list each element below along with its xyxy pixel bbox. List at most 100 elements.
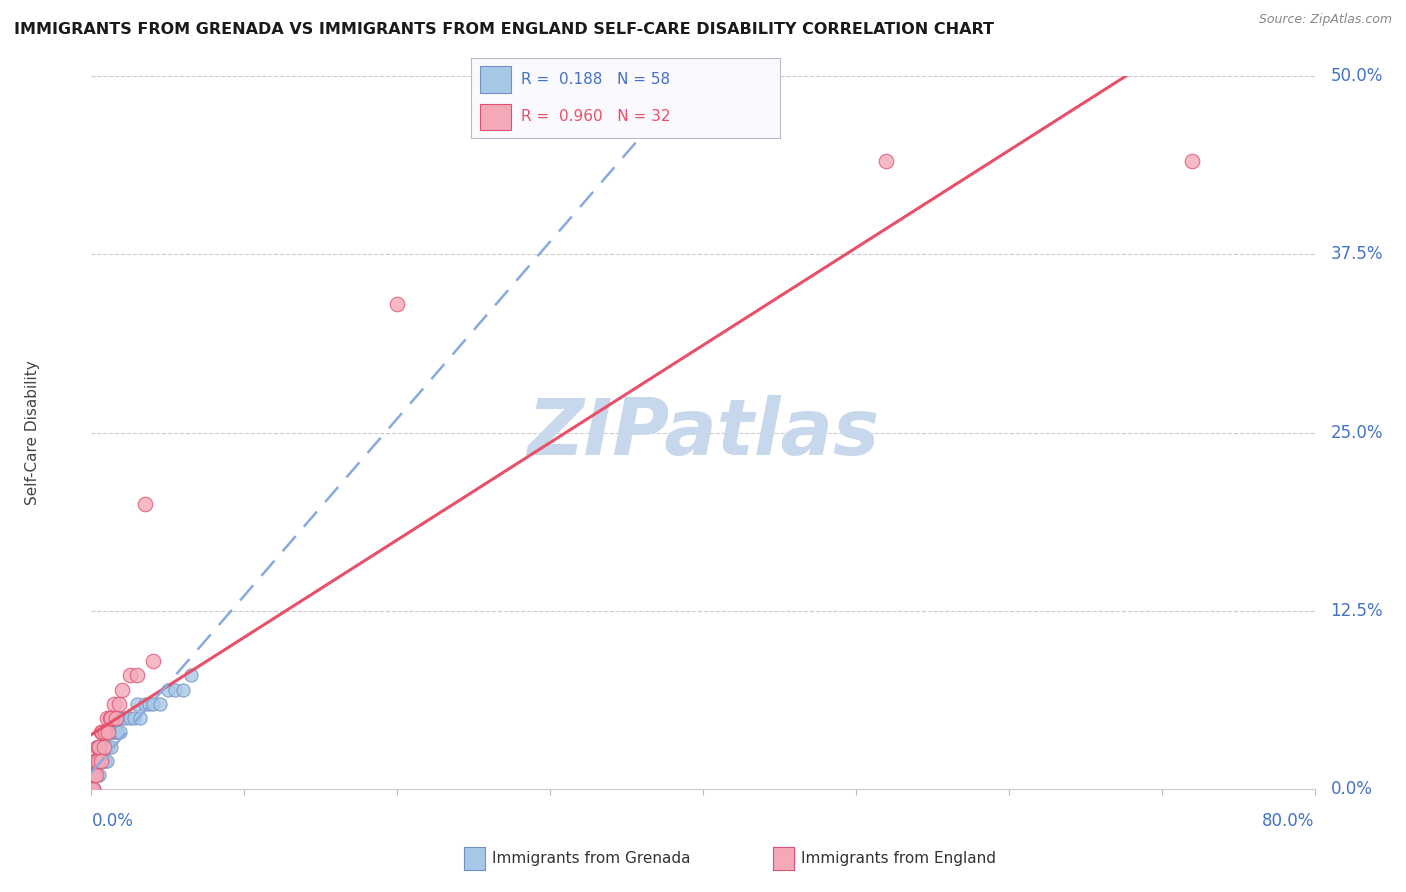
Point (84, 754, 107, 768)
Point (96, 754, 118, 768)
Point (134, 697, 156, 711)
Point (80, 782, 103, 797)
Point (96, 725, 118, 739)
Point (84, 754, 107, 768)
Point (93, 739, 115, 754)
Text: Source: ZipAtlas.com: Source: ZipAtlas.com (1258, 13, 1392, 27)
Text: 12.5%: 12.5% (1330, 602, 1384, 620)
Point (110, 725, 132, 739)
Point (101, 725, 124, 739)
Point (96, 711, 118, 725)
Point (80, 782, 103, 797)
Text: 50.0%: 50.0% (1330, 67, 1384, 85)
Point (80, 782, 103, 797)
Point (100, 711, 122, 725)
Point (91, 754, 114, 768)
Text: 37.5%: 37.5% (1330, 245, 1384, 263)
Point (118, 711, 141, 725)
Point (98, 725, 121, 739)
Point (97, 739, 120, 754)
Point (87, 768, 110, 782)
Text: Self-Care Disability: Self-Care Disability (25, 360, 41, 505)
Point (180, 668, 202, 682)
Point (105, 725, 128, 739)
Point (134, 497, 156, 511)
Text: 25.0%: 25.0% (1330, 424, 1384, 442)
Point (87, 754, 110, 768)
Point (82, 782, 104, 797)
Point (84, 768, 107, 782)
Point (129, 711, 152, 725)
Point (108, 697, 131, 711)
Point (80, 782, 103, 797)
Point (149, 697, 172, 711)
Point (87, 739, 110, 754)
Point (80, 782, 103, 797)
Point (80, 782, 103, 797)
Point (82, 782, 104, 797)
Point (114, 711, 136, 725)
Point (141, 697, 163, 711)
Text: R =  0.188   N = 58: R = 0.188 N = 58 (520, 71, 669, 87)
Point (93, 754, 115, 768)
Point (86, 754, 108, 768)
Point (86, 739, 108, 754)
Point (80, 782, 103, 797)
Point (103, 697, 125, 711)
Text: Immigrants from Grenada: Immigrants from Grenada (492, 852, 690, 866)
Point (127, 697, 149, 711)
Point (138, 697, 160, 711)
Text: ZIPatlas: ZIPatlas (527, 394, 879, 471)
Bar (481, 103, 512, 130)
Point (94, 725, 117, 739)
Point (118, 668, 141, 682)
Point (80, 782, 103, 797)
Point (80, 782, 103, 797)
Point (96, 739, 118, 754)
Point (90, 754, 112, 768)
Point (127, 668, 149, 682)
Point (94, 754, 117, 768)
Point (94, 739, 117, 754)
Point (84, 739, 107, 754)
Point (104, 711, 127, 725)
Point (90, 725, 112, 739)
Point (111, 711, 134, 725)
Text: 0.0%: 0.0% (1330, 780, 1372, 798)
Point (141, 654, 163, 668)
Point (83, 782, 105, 797)
Point (108, 711, 131, 725)
Text: 0.0%: 0.0% (91, 812, 134, 830)
Point (83, 768, 105, 782)
Point (84, 768, 107, 782)
Point (83, 754, 105, 768)
Point (875, 154, 898, 169)
Point (97, 725, 120, 739)
Point (91, 739, 114, 754)
Point (122, 711, 145, 725)
Point (172, 682, 194, 697)
Point (103, 725, 125, 739)
Point (1181, 154, 1204, 169)
Point (104, 725, 127, 739)
Point (90, 739, 112, 754)
Point (83, 754, 105, 768)
Text: IMMIGRANTS FROM GRENADA VS IMMIGRANTS FROM ENGLAND SELF-CARE DISABILITY CORRELAT: IMMIGRANTS FROM GRENADA VS IMMIGRANTS FR… (14, 22, 994, 37)
Point (86, 739, 108, 754)
Point (91, 725, 114, 739)
Text: Immigrants from England: Immigrants from England (801, 852, 997, 866)
Point (165, 682, 187, 697)
Point (80, 782, 103, 797)
Point (156, 682, 179, 697)
Text: R =  0.960   N = 32: R = 0.960 N = 32 (520, 109, 671, 124)
Point (82, 768, 104, 782)
Point (80, 782, 103, 797)
Point (87, 739, 110, 754)
Point (83, 768, 105, 782)
Point (98, 711, 121, 725)
Point (80, 782, 103, 797)
Point (82, 782, 104, 797)
Point (385, 297, 409, 311)
Point (93, 739, 115, 754)
Point (111, 682, 134, 697)
